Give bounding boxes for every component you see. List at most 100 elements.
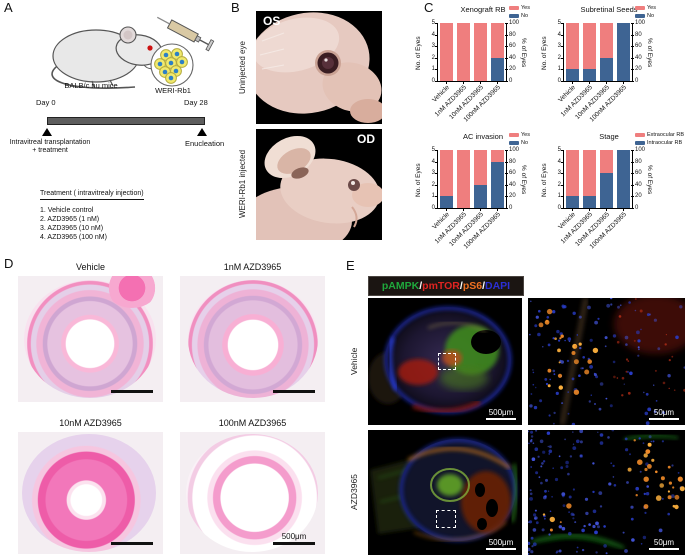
timeline-end-event: Enucleation (185, 139, 225, 148)
fluorescence-vehicle-overview: 500μm (368, 298, 522, 425)
chart-plot-area (437, 150, 507, 209)
y-tick-label-right: 20 (509, 66, 516, 73)
chart-ac-invasion: AC invasion Vehicle 1nM AZD3965 10nM AZD396… (415, 132, 559, 254)
fluorescence-dot (646, 485, 649, 488)
fluorescence-dot (558, 385, 563, 390)
fluorescence-dot (542, 513, 546, 516)
y-tick-right (631, 161, 634, 163)
legend-label: No (521, 13, 529, 19)
scale-500um: 500μm (486, 408, 516, 420)
fluorescence-dot (534, 386, 537, 389)
d-title-100nm: 100nM AZD3965 (218, 418, 287, 428)
fluorescence-dot (578, 342, 582, 346)
fluorescence-dot (677, 476, 683, 482)
legend-swatch (635, 133, 645, 137)
fluorescence-dot (638, 437, 641, 440)
fluorescence-dot (610, 298, 613, 300)
y-tick-left (434, 150, 437, 151)
roi-dashed-box (438, 353, 456, 370)
fluorescence-dot (597, 317, 600, 320)
y-tick-label-left: 3 (557, 170, 561, 177)
timeline-start-event: Intravitreal transplantation + treatment (0, 139, 100, 155)
y-tick-right (631, 46, 634, 48)
y-tick-left (560, 69, 563, 71)
fluorescence-dot (594, 530, 598, 535)
fluorescence-dot (644, 511, 647, 514)
fluorescence-dot (546, 316, 550, 319)
fluorescence-dot (531, 457, 536, 461)
fluorescence-dot (642, 442, 645, 445)
fluorescence-dot (570, 512, 574, 516)
y-tick-left (434, 196, 437, 198)
fluorescence-dot (557, 373, 563, 378)
fluorescence-dot (552, 337, 555, 340)
d-title-vehicle: Vehicle (75, 262, 106, 272)
y-tick-label-right: 60 (509, 43, 516, 50)
fluorescence-dot (544, 489, 547, 493)
fluorescence-dot (528, 520, 533, 524)
y-tick-label-right: 40 (635, 54, 642, 61)
treatment-item: 4. AZD3965 (100 nM) (40, 234, 107, 241)
fluorescence-dot (662, 381, 666, 385)
legend-entry: Intraocular RB (635, 140, 684, 146)
fluorescence-dot (540, 465, 543, 468)
fluorescence-dot (593, 373, 597, 377)
fluorescence-dot (589, 365, 593, 369)
fluorescence-dot (611, 430, 615, 432)
fluorescence-dot (594, 403, 596, 405)
bar-segment-yes (474, 150, 487, 185)
fluorescence-dot (637, 346, 640, 349)
treatment-item: 3. AZD3965 (10 nM) (40, 225, 104, 232)
fluorescence-dot (625, 370, 628, 373)
bar-segment-yes (457, 150, 470, 208)
panel-d-label: D (4, 256, 14, 271)
y-tick-label-right: 60 (635, 43, 642, 50)
fluorescence-dot (572, 446, 577, 450)
y-tick-left (434, 173, 437, 175)
y-tick-right (505, 81, 508, 82)
fluorescence-dot (592, 490, 595, 494)
fluorescence-dot (572, 431, 574, 433)
bar-segment-yes (440, 23, 453, 81)
fluorescence-dot (647, 442, 652, 447)
y-tick-label-right: 0 (509, 78, 513, 84)
timeline-day0: Day 0 (36, 98, 56, 107)
fluorescence-dot (604, 336, 608, 340)
bar-segment-yes (440, 150, 453, 197)
fluorescence-dot (658, 528, 663, 533)
fluorescence-dot (555, 551, 558, 554)
fluorescence-dot (530, 300, 532, 303)
chart-plot-area (563, 23, 633, 82)
fluorescence-dot (657, 347, 661, 351)
fluorescence-dot (552, 369, 556, 373)
y-tick-right (505, 208, 508, 209)
y-tick-label-right: 20 (635, 66, 642, 73)
fluorescence-dot (594, 320, 598, 325)
fluorescence-dot (592, 347, 599, 354)
fluorescence-dot (561, 402, 564, 405)
fluorescence-dot (653, 384, 655, 386)
fluorescence-dot (616, 377, 619, 379)
chart-legend: Extraocular RB Intraocular RB (635, 132, 684, 148)
legend-label: Yes (521, 5, 530, 11)
fluorescence-dot (535, 315, 539, 319)
stain-name: pmTOR (422, 280, 460, 292)
scale-500um: 500μm (486, 538, 516, 550)
fluorescence-dot (588, 523, 591, 526)
fluorescence-dot (561, 526, 566, 531)
fluorescence-dot (587, 359, 592, 364)
bar-segment-no (491, 57, 504, 81)
fluorescence-dot (664, 343, 667, 346)
bar-segment-intraocular-rb (583, 196, 596, 208)
fluorescence-dot (574, 345, 578, 348)
fluorescence-dot (530, 430, 534, 434)
fluorescence-dot (558, 549, 562, 553)
fluorescence-dot (574, 521, 577, 524)
e-row-vehicle-label: Vehicle (349, 347, 359, 376)
x-tick (605, 208, 607, 211)
x-tick (622, 208, 624, 211)
fluorescence-dot (679, 486, 685, 492)
treatment-block: Treatment ( intravitrealy injection) 1. … (40, 182, 144, 242)
chart-title: Subretinal Seeds (580, 5, 638, 14)
fluorescence-dot (547, 368, 552, 373)
